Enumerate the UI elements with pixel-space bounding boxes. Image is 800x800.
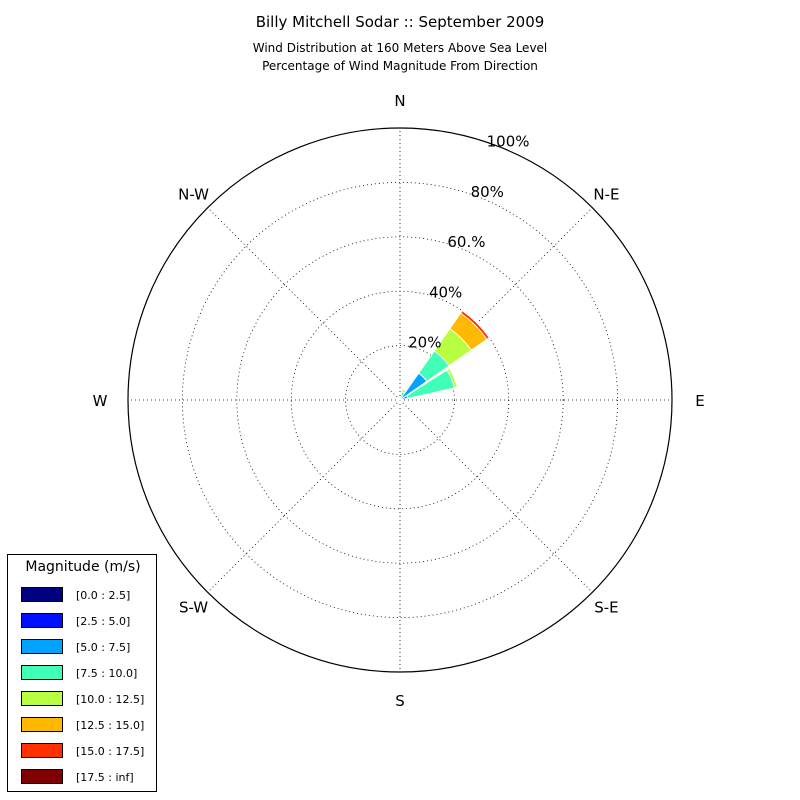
grid-spoke <box>399 399 593 593</box>
grid-spoke <box>207 399 401 593</box>
chart-subtitle-line2: Percentage of Wind Magnitude From Direct… <box>262 59 538 73</box>
legend-swatch <box>21 587 63 602</box>
radial-tick-label: 60.% <box>447 233 485 251</box>
radial-tick-label: 100% <box>487 133 530 151</box>
direction-label: S-E <box>594 598 618 616</box>
legend-swatch <box>21 665 63 680</box>
wind-wedge <box>396 399 401 403</box>
direction-label: S <box>395 692 405 710</box>
legend-swatch <box>21 743 63 758</box>
radial-tick-label: 40% <box>429 283 462 301</box>
legend-swatch <box>21 613 63 628</box>
legend-swatch <box>21 691 63 706</box>
grid-circle <box>181 181 619 619</box>
wind-wedge <box>460 310 490 340</box>
wind-wedge <box>401 388 407 394</box>
legend-label: [10.0 : 12.5] <box>76 693 145 706</box>
direction-label: W <box>93 392 108 410</box>
wind-wedge <box>400 399 402 402</box>
direction-label: S-W <box>179 598 208 616</box>
radial-tick-label: 20% <box>408 334 441 352</box>
legend-label: [12.5 : 15.0] <box>76 719 145 732</box>
legend-label: [0.0 : 2.5] <box>76 589 131 602</box>
legend-label: [17.5 : inf] <box>76 771 134 784</box>
direction-label: N-W <box>178 186 209 204</box>
legend-swatch <box>21 769 63 784</box>
plot-boundary <box>127 127 673 673</box>
direction-label: E <box>695 392 704 410</box>
legend-title: Magnitude (m/s) <box>25 559 141 575</box>
chart-subtitle-line1: Wind Distribution at 160 Meters Above Se… <box>252 41 548 55</box>
grid-spoke <box>207 207 401 401</box>
legend-label: [7.5 : 10.0] <box>76 667 138 680</box>
legend-swatch <box>21 639 63 654</box>
grid-circle <box>345 345 455 455</box>
wind-wedge <box>446 368 458 389</box>
chart-title: Billy Mitchell Sodar :: September 2009 <box>255 13 545 31</box>
legend-swatch <box>21 717 63 732</box>
radial-tick-label: 80% <box>471 183 504 201</box>
direction-label: N <box>394 92 405 110</box>
wind-wedge <box>398 397 401 400</box>
grid-circle <box>236 236 564 564</box>
legend-label: [15.0 : 17.5] <box>76 745 145 758</box>
legend: Magnitude (m/s) [0.0 : 2.5] [2.5 : 5.0] [5… <box>7 554 157 792</box>
legend-label: [5.0 : 7.5] <box>76 641 131 654</box>
legend-label: [2.5 : 5.0] <box>76 615 131 628</box>
direction-label: N-E <box>593 186 619 204</box>
grid-spoke <box>399 207 593 401</box>
